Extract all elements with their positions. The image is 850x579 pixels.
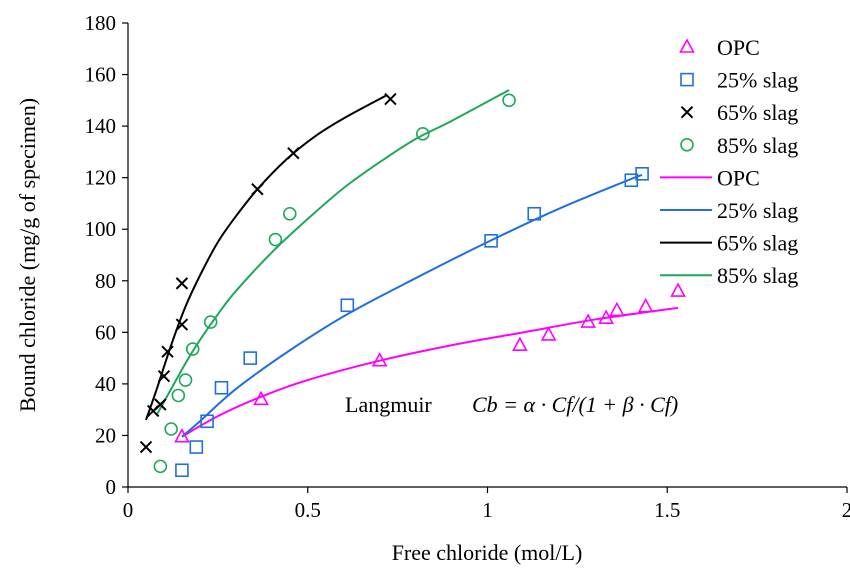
- data-point: [635, 167, 649, 181]
- data-point: [527, 206, 542, 221]
- data-point: [340, 298, 355, 313]
- data-point: [251, 183, 264, 196]
- legend-item: 25% slag: [680, 68, 798, 93]
- y-tick-label: 60: [95, 320, 116, 344]
- data-point: [157, 369, 171, 383]
- y-tick-label: 20: [95, 423, 116, 447]
- data-point: [268, 232, 283, 247]
- y-tick-label: 180: [85, 11, 117, 35]
- legend-marker: [680, 138, 694, 152]
- data-point: [484, 234, 498, 248]
- legend-label: 85% slag: [717, 133, 798, 158]
- data-point: [185, 342, 200, 356]
- data-point: [512, 336, 528, 352]
- y-axis-label: Bound chloride (mg/g of specimen): [15, 98, 40, 412]
- data-point: [139, 440, 153, 454]
- y-tick-label: 80: [95, 269, 116, 293]
- data-point: [282, 206, 297, 221]
- legend-item: OPC: [660, 165, 760, 190]
- data-point: [175, 463, 189, 478]
- data-point: [203, 315, 218, 329]
- data-point: [502, 93, 516, 108]
- data-point: [200, 414, 214, 429]
- y-tick-label: 160: [85, 63, 117, 87]
- legend-label: 25% slag: [717, 68, 798, 93]
- legend-label: OPC: [717, 165, 760, 190]
- legend-item: 85% slag: [660, 263, 798, 288]
- data-point: [154, 398, 167, 411]
- data-point: [670, 282, 686, 297]
- data-point: [415, 127, 430, 141]
- data-point: [161, 345, 174, 358]
- data-point: [171, 388, 186, 403]
- x-ticks: 0 0.5 1 1.5 2: [123, 487, 850, 522]
- legend-item: 25% slag: [660, 198, 798, 223]
- legend-item: OPC: [679, 35, 760, 60]
- annotation-prefix: Langmuir: [345, 392, 432, 417]
- data-point: [287, 146, 300, 160]
- legend-marker: [680, 72, 694, 87]
- y-tick-label: 140: [85, 114, 117, 138]
- data-point: [175, 318, 189, 331]
- legend-item: 65% slag: [680, 100, 798, 125]
- data-point: [609, 301, 625, 317]
- y-tick-label: 0: [106, 475, 117, 499]
- x-tick-label: 1.5: [654, 498, 680, 522]
- legend-label: 65% slag: [717, 100, 798, 125]
- y-tick-label: 100: [85, 217, 117, 241]
- data-point: [253, 390, 269, 406]
- x-tick-label: 1: [482, 498, 493, 522]
- x-tick-label: 2: [842, 498, 850, 522]
- data-point: [580, 313, 597, 328]
- legend-label: 85% slag: [717, 263, 798, 288]
- y-tick-label: 120: [85, 166, 117, 190]
- data-point: [214, 380, 229, 395]
- legend-marker: [680, 105, 694, 119]
- data-point: [164, 422, 178, 436]
- x-axis-label: Free chloride (mol/L): [392, 540, 583, 565]
- legend-marker: [679, 38, 695, 53]
- legend-label: 65% slag: [717, 231, 798, 256]
- y-tick-label: 40: [95, 372, 116, 396]
- fit-curve-25-slag: [181, 174, 643, 438]
- langmuir-annotation: Langmuir Cb = α · Cf/(1 + β · Cf): [345, 392, 678, 417]
- legend: OPC 25% slag 65% slag 85% slag OPC 25% slag 65…: [660, 35, 798, 288]
- legend-item: 65% slag: [660, 231, 798, 256]
- data-point: [371, 352, 388, 367]
- x-tick-label: 0.5: [295, 498, 321, 522]
- legend-item: 85% slag: [680, 133, 798, 158]
- data-points: [139, 92, 686, 478]
- annotation-formula: Cb = α · Cf/(1 + β · Cf): [472, 392, 678, 417]
- fit-curve-opc: [181, 306, 679, 438]
- data-point: [175, 277, 189, 290]
- data-point: [153, 459, 168, 474]
- data-point: [243, 351, 258, 365]
- legend-label: 25% slag: [717, 198, 798, 223]
- data-point: [540, 326, 557, 341]
- fit-curves: [145, 89, 679, 438]
- fit-curve-85-slag: [155, 89, 510, 416]
- data-point: [189, 440, 204, 454]
- legend-label: OPC: [717, 35, 760, 60]
- y-ticks: 0 20 40 60 80 100 120 140 160 180: [85, 11, 128, 499]
- data-point: [178, 373, 193, 387]
- data-point: [384, 92, 397, 106]
- data-point: [174, 428, 190, 443]
- data-point: [598, 309, 614, 324]
- data-point: [637, 297, 654, 313]
- x-tick-label: 0: [123, 498, 134, 522]
